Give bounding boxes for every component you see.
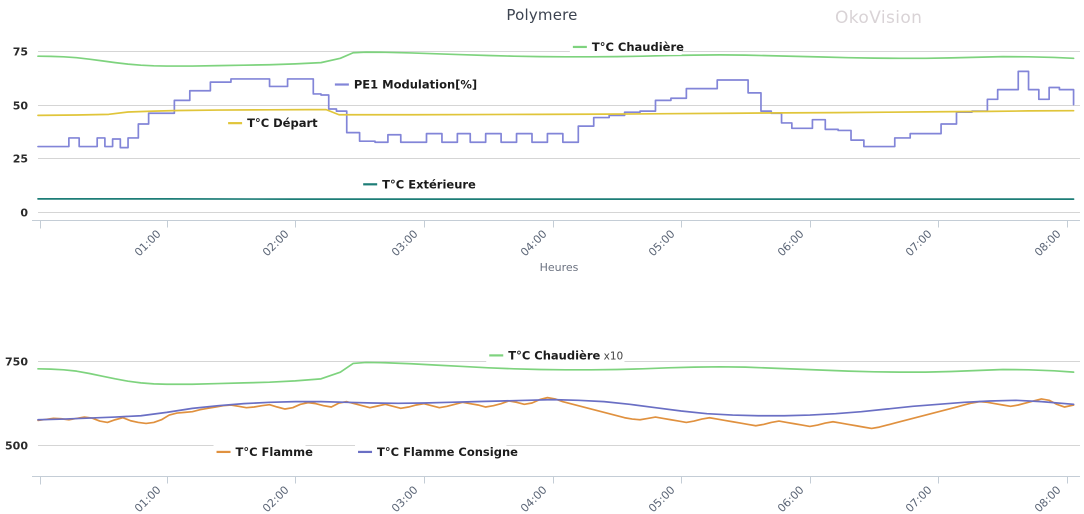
x-tick-label: 07:00 (903, 227, 935, 259)
x-tick-label: 03:00 (389, 483, 421, 514)
page-title: Polymere (506, 6, 578, 24)
legend-label: T°C Flamme (236, 445, 314, 459)
legend-label: T°C Départ (247, 116, 318, 130)
y-tick-label: 75 (13, 46, 28, 59)
x-tick-label: 04:00 (518, 483, 550, 514)
series-line (37, 361, 1075, 386)
legend-label: T°C Chaudière (592, 40, 684, 54)
x-tick-label: 03:00 (389, 227, 421, 259)
x-tick-label: 01:00 (132, 483, 164, 514)
x-tick-label: 04:00 (518, 227, 550, 259)
x-axis-label: Heures (540, 261, 579, 274)
series-line (37, 108, 1075, 117)
x-tick-label: 08:00 (1032, 227, 1064, 259)
x-tick-label: 08:00 (1032, 483, 1064, 514)
series-line (37, 396, 1075, 430)
y-tick-label: 750 (5, 356, 28, 369)
series-line (37, 51, 1075, 67)
legend-backdrop (331, 76, 471, 93)
legend-backdrop (355, 443, 507, 460)
x-tick-label: 06:00 (775, 227, 807, 259)
legend-backdrop (225, 115, 318, 132)
legend-label: PE1 Modulation[%] (354, 78, 477, 92)
y-tick-label: 500 (5, 440, 28, 453)
x-tick-label: 07:00 (903, 483, 935, 514)
series-line (37, 398, 1075, 421)
x-tick-label: 05:00 (646, 483, 678, 514)
y-tick-label: 0 (20, 207, 28, 220)
legend-label: T°C Flamme Consigne (377, 445, 518, 459)
x-tick-label: 06:00 (775, 483, 807, 514)
legend-backdrop (213, 443, 306, 460)
watermark-label: OkoVision (835, 8, 923, 28)
y-tick-label: 25 (13, 153, 28, 166)
legend-item[interactable]: T°C Flamme Consigne (355, 443, 518, 460)
legend-label: T°C Extérieure (382, 177, 476, 191)
legend-backdrop (360, 176, 479, 193)
legend-item[interactable]: T°C Flamme (213, 443, 314, 460)
x-tick-label: 02:00 (260, 483, 292, 514)
legend-item[interactable]: T°C Chaudière (569, 38, 684, 55)
legend-backdrop (569, 38, 682, 55)
legend-item[interactable]: PE1 Modulation[%] (331, 76, 477, 93)
series-line (37, 70, 1075, 149)
legend-item[interactable]: T°C Extérieure (360, 176, 479, 193)
x-tick-label: 02:00 (260, 227, 292, 259)
legend-item[interactable]: T°C Chaudière x10 (486, 347, 625, 364)
x-tick-label: 01:00 (132, 227, 164, 259)
legend-backdrop (486, 347, 625, 364)
legend-label: T°C Chaudière x10 (508, 348, 623, 362)
x-tick-label: 05:00 (646, 227, 678, 259)
legend-item[interactable]: T°C Départ (225, 115, 318, 132)
y-tick-label: 50 (13, 100, 29, 113)
